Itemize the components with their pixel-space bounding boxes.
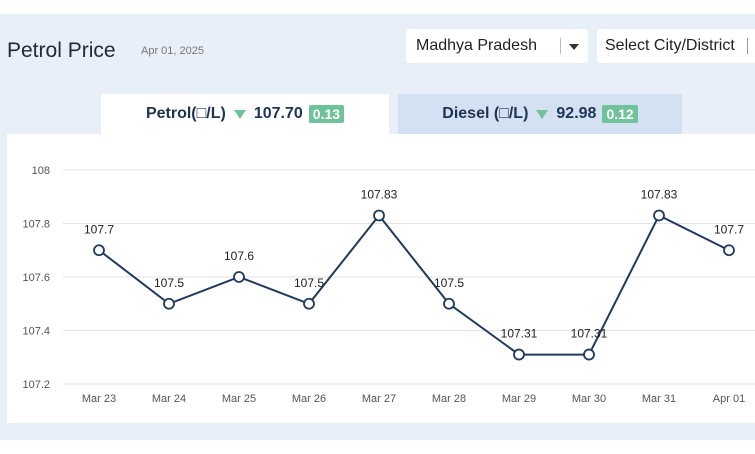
- data-point: [653, 209, 665, 222]
- data-label: 107.7: [84, 222, 114, 236]
- data-point: [373, 209, 385, 222]
- data-point: [723, 244, 735, 257]
- state-select-value: Madhya Pradesh: [416, 37, 537, 54]
- data-label: 107.7: [714, 222, 744, 236]
- city-select-value: Select City/District: [605, 37, 735, 54]
- x-tick-label: Mar 26: [292, 393, 326, 405]
- select-divider: [747, 38, 748, 54]
- chart-container: 108 107.8 107.6 107.4 107.2 Mar 23 Mar 24 Mar 2…: [7, 134, 755, 423]
- line-chart: 108 107.8 107.6 107.4 107.2 Mar 23 Mar 24 Mar 2…: [22, 165, 755, 405]
- select-divider: [560, 38, 561, 54]
- data-label: 107.5: [294, 276, 324, 290]
- city-select[interactable]: Select City/District: [597, 29, 755, 63]
- x-tick-label: Mar 23: [82, 393, 116, 405]
- x-tick-label: Mar 30: [572, 393, 606, 405]
- tab-petrol[interactable]: Petrol(□/L) 107.70 0.13: [101, 94, 389, 134]
- data-point: [163, 297, 175, 310]
- tab-diesel-change-badge: 0.12: [602, 105, 638, 123]
- x-tick-label: Mar 31: [642, 393, 676, 405]
- x-tick-label: Mar 27: [362, 393, 396, 405]
- y-tick-label: 107.2: [22, 379, 50, 391]
- date-label: Apr 01, 2025: [141, 45, 204, 57]
- down-triangle-icon: [536, 109, 549, 119]
- data-label: 107.83: [361, 187, 398, 201]
- data-point: [443, 297, 455, 310]
- series-line: [98, 213, 730, 356]
- x-tick-label: Mar 29: [502, 393, 536, 405]
- data-label: 107.6: [224, 249, 254, 263]
- tab-petrol-price: 107.70: [253, 105, 303, 122]
- tab-diesel-label: Diesel (□/L): [442, 105, 529, 122]
- tab-petrol-change-badge: 0.13: [308, 105, 345, 123]
- data-point: [233, 271, 245, 283]
- tab-diesel[interactable]: Diesel (□/L) 92.98 0.12: [398, 94, 682, 134]
- y-tick-label: 107.6: [22, 272, 50, 284]
- state-select[interactable]: Madhya Pradesh: [406, 29, 588, 63]
- chevron-down-icon[interactable]: [569, 44, 579, 50]
- data-label: 107.5: [154, 276, 184, 290]
- tab-diesel-price: 92.98: [556, 105, 597, 122]
- data-point: [93, 244, 105, 257]
- tab-petrol-label: Petrol(□/L): [145, 105, 226, 122]
- data-point: [513, 348, 525, 361]
- y-tick-label: 108: [32, 165, 50, 177]
- page-title: Petrol Price: [7, 39, 116, 62]
- data-point: [303, 297, 315, 310]
- data-label: 107.5: [434, 276, 464, 290]
- data-label: 107.31: [501, 327, 538, 341]
- y-tick-label: 107.4: [22, 326, 50, 338]
- data-label: 107.31: [571, 327, 608, 341]
- x-tick-label: Mar 25: [222, 393, 256, 405]
- data-point: [583, 348, 595, 361]
- x-tick-label: Apr 01: [713, 393, 745, 405]
- x-tick-label: Mar 24: [152, 393, 186, 405]
- y-tick-label: 107.8: [22, 219, 50, 231]
- x-tick-label: Mar 28: [432, 393, 466, 405]
- data-label: 107.83: [641, 187, 678, 201]
- down-triangle-icon: [233, 109, 246, 119]
